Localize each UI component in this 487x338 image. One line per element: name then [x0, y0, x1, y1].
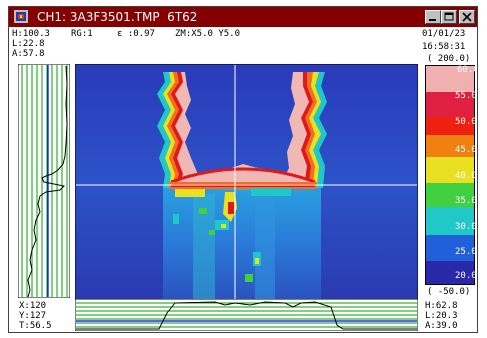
- close-icon: [462, 12, 472, 22]
- scale-label-45: 45.0: [455, 145, 477, 155]
- scale-top-limit: ( 200.0): [427, 54, 471, 64]
- scale-label-55: 55.0: [455, 91, 477, 101]
- thermal-viewer-window: CH1: 3A3F3501.TMP 6T62 H:100.3 L:22.8 A:…: [8, 6, 478, 333]
- scale-label-40: 40.0: [455, 171, 477, 181]
- maximize-icon: [444, 12, 454, 21]
- emissivity-readout: ε :0.97: [117, 29, 155, 39]
- app-icon[interactable]: [14, 10, 28, 23]
- profile-avg-readout: A:39.0: [425, 321, 458, 331]
- profile-high-readout: H:62.8: [425, 301, 458, 311]
- maximize-button[interactable]: [441, 10, 457, 24]
- low-temp-readout: L:22.8: [12, 39, 45, 49]
- window-title: CH1: 3A3F3501.TMP 6T62: [37, 10, 198, 24]
- scale-label-30: 30.0: [455, 222, 477, 232]
- scale-label-25: 25.0: [455, 247, 477, 257]
- profile-low-readout: L:20.3: [425, 311, 458, 321]
- scale-label-60: 60.0: [457, 65, 478, 75]
- high-temp-readout: H:100.3: [12, 29, 50, 39]
- cursor-x-readout: X:120: [19, 301, 47, 311]
- minimize-button[interactable]: [425, 10, 441, 24]
- scale-label-20: 20.0: [455, 271, 477, 281]
- cursor-y-readout: Y:127: [19, 311, 47, 321]
- zoom-readout: ZM:X5.0 Y5.0: [175, 29, 241, 39]
- vertical-profile-graph[interactable]: [18, 64, 70, 298]
- close-button[interactable]: [459, 10, 475, 24]
- scale-label-50: 50.0: [455, 117, 477, 127]
- scale-label-35: 35.0: [455, 196, 477, 206]
- date-readout: 01/01/23: [422, 29, 466, 39]
- time-readout: 16:58:31: [422, 42, 466, 52]
- title-bar[interactable]: CH1: 3A3F3501.TMP 6T62: [9, 7, 477, 27]
- cursor-temp-readout: T:56.5: [19, 321, 52, 331]
- avg-temp-readout: A:57.8: [12, 49, 45, 59]
- horizontal-profile-graph[interactable]: [75, 299, 418, 331]
- range-readout: RG:1: [71, 29, 93, 39]
- minimize-icon: [429, 19, 436, 21]
- scale-bottom-limit: ( -50.0): [427, 287, 471, 297]
- color-scale-bar[interactable]: [425, 65, 475, 285]
- thermal-image-view[interactable]: [75, 64, 418, 301]
